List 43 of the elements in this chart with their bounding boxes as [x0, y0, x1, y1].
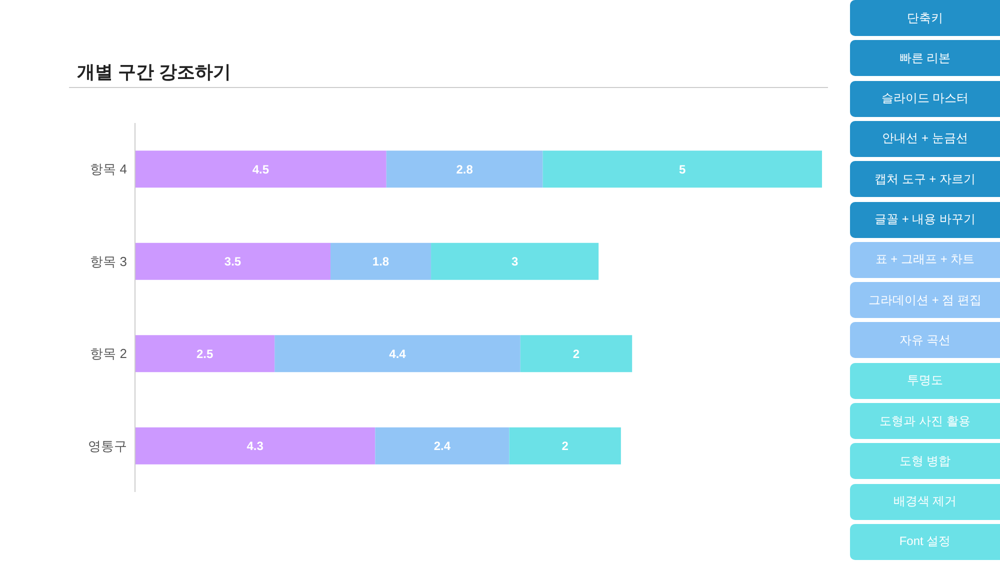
bar	[135, 427, 376, 464]
bar	[330, 242, 432, 280]
data-label: 1.8	[372, 254, 390, 269]
data-label: 2	[562, 439, 569, 454]
data-label: 3	[511, 254, 518, 269]
chart-title: 개별 구간 강조하기	[76, 61, 232, 84]
menu-button: 캡처 도구 + 자르기	[850, 161, 1000, 198]
data-label: 3.5	[224, 254, 242, 269]
menu-button: 도형 병합	[850, 443, 1000, 480]
data-label: 4.3	[246, 439, 264, 454]
data-label: 4.5	[252, 162, 270, 176]
bar	[386, 150, 543, 188]
bar	[520, 335, 632, 372]
menu-button: 단축키	[850, 0, 1000, 36]
menu-button: 자유 곡선	[850, 322, 1000, 358]
menu-button: 빠른 리본	[850, 40, 1000, 76]
data-label: 2.8	[456, 162, 474, 176]
menu-button: 배경색 제거	[850, 484, 1000, 520]
bar	[431, 242, 599, 280]
y-tick-label: 항목 3	[90, 254, 127, 269]
bar	[135, 150, 386, 188]
y-tick-label: 영통구	[88, 438, 127, 454]
bar	[509, 427, 621, 464]
menu-button: 투명도	[850, 362, 1000, 399]
data-label: 4.4	[389, 346, 406, 361]
y-tick-label: 항목 2	[90, 346, 127, 362]
menu-button: 글꼴 + 내용 바꾸기	[850, 202, 1000, 238]
menu-button: 그라데이션 + 점 편집	[850, 282, 1000, 318]
menu-button: 안내선 + 눈금선	[850, 120, 1000, 157]
data-label: 5	[679, 162, 686, 176]
menu-button: 도형과 사진 활용	[850, 403, 1000, 439]
data-label: 2.4	[434, 439, 451, 454]
menu-button: 표 + 그래프 + 차트	[850, 242, 1000, 278]
bar	[135, 335, 275, 372]
data-label: 2.5	[196, 346, 214, 361]
bar	[542, 150, 822, 188]
data-label: 2	[572, 346, 580, 361]
menu-button: 슬라이드 마스터	[850, 80, 1000, 117]
y-tick-label: 항목 4	[90, 162, 127, 177]
bar	[375, 427, 510, 464]
bar	[274, 335, 520, 372]
bar	[135, 242, 330, 280]
menu-button: Font 설정	[850, 524, 1000, 560]
